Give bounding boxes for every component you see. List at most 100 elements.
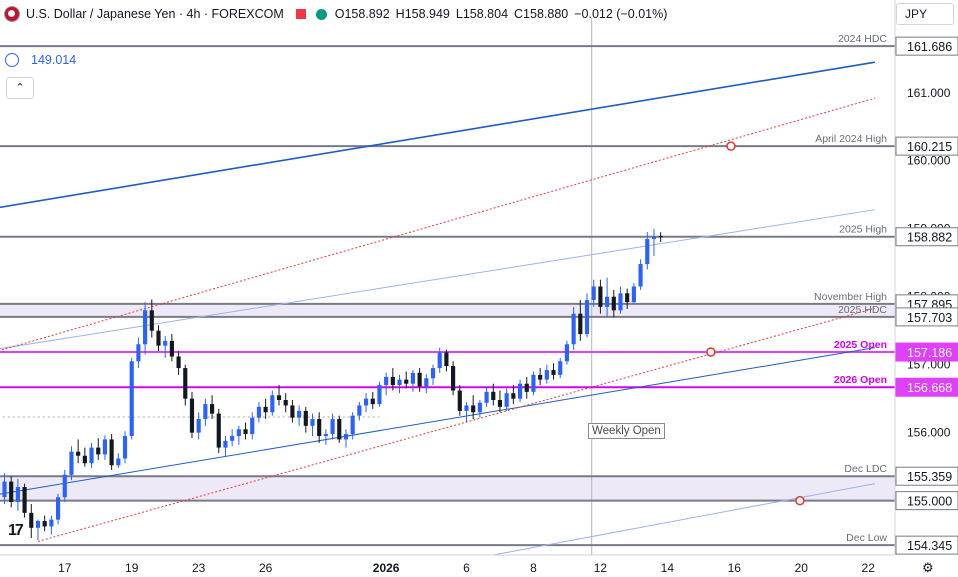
candle-body	[276, 395, 282, 401]
symbol-title[interactable]: U.S. Dollar / Japanese Yen · 4h · FOREXC…	[26, 7, 284, 21]
candle-body	[69, 451, 74, 475]
price-tag-label: 154.345	[907, 539, 952, 553]
price-tag-box	[895, 535, 958, 555]
candle-body	[363, 398, 369, 406]
candle-body	[176, 356, 181, 369]
candle-body	[491, 391, 496, 401]
price-tag-label: 155.359	[907, 470, 952, 484]
trendline	[0, 61, 876, 209]
candle-body	[2, 481, 7, 498]
price-tag-label: 160.215	[907, 140, 952, 154]
candle-body	[551, 370, 556, 375]
candle-body	[55, 497, 61, 520]
candle-body	[163, 340, 168, 346]
candle-body	[437, 352, 442, 369]
market-status-icon[interactable]	[315, 8, 327, 20]
candle-body	[102, 439, 108, 455]
candle-body	[89, 447, 94, 464]
indicator-icon[interactable]	[5, 53, 19, 67]
candle-body	[584, 300, 590, 335]
candle-body	[76, 451, 81, 456]
y-tick-label: 156.000	[907, 426, 951, 440]
price-tag-box	[895, 466, 958, 486]
plot-area: 2024 HDC April 2024 High 2025 High November…	[0, 18, 895, 555]
level-name-label: Dec Low	[846, 532, 887, 544]
candle-body	[35, 521, 41, 528]
indicator-value: 149.014	[31, 53, 77, 67]
candle-body	[504, 393, 509, 407]
candle-body	[638, 264, 643, 287]
collapse-legend-button[interactable]: ⌃	[6, 77, 34, 99]
x-tick-label: 16	[728, 561, 742, 575]
candle-body	[116, 458, 121, 466]
candle-body	[216, 413, 221, 448]
candle-body	[270, 395, 275, 413]
indicator-legend[interactable]: 149.014	[5, 53, 76, 67]
candle-body	[62, 474, 67, 498]
currency-flag-icon	[4, 6, 20, 22]
price-tag-label: 156.668	[907, 381, 952, 395]
candle-body	[511, 393, 516, 399]
currency-select[interactable]: JPY	[896, 3, 954, 25]
alert-icon[interactable]	[295, 9, 306, 19]
candle-body	[397, 379, 402, 386]
candle-body	[236, 429, 241, 437]
candle-body	[350, 415, 355, 435]
candle-body	[203, 404, 208, 420]
x-tick-label: 2026	[373, 561, 400, 575]
candle-body	[531, 374, 536, 392]
level-name-label: 2026 Open	[834, 374, 887, 386]
candle-body	[564, 344, 569, 362]
candle-body	[390, 376, 395, 386]
candle-body	[464, 405, 469, 411]
price-tag-box	[895, 377, 958, 397]
candle-body	[618, 293, 623, 311]
candle-body	[303, 410, 308, 426]
price-tag-box	[895, 307, 958, 327]
level-marker	[706, 347, 716, 357]
candle-body	[96, 447, 101, 455]
candle-body	[357, 405, 362, 416]
price-tag-label: 155.000	[907, 495, 952, 509]
candle-body	[343, 434, 349, 440]
candle-body	[571, 313, 576, 345]
candle-body	[631, 286, 636, 303]
candle-body	[444, 352, 449, 367]
level-name-label: November High	[814, 291, 887, 303]
candle-body	[49, 519, 54, 527]
candle-body	[122, 436, 128, 459]
candle-body	[558, 361, 563, 375]
candle-body	[143, 310, 148, 345]
ohlc-low: L158.804	[455, 7, 509, 21]
candle-body	[209, 404, 215, 414]
candle-body	[250, 417, 255, 435]
ohlc-close: C158.880	[514, 7, 569, 21]
candle-body	[189, 398, 195, 433]
candle-body	[109, 439, 114, 466]
trendline	[0, 209, 875, 350]
candle-body	[538, 374, 543, 380]
level-marker	[795, 495, 805, 506]
candle-body	[384, 376, 389, 386]
tradingview-logo-icon[interactable]: 17	[8, 522, 24, 539]
candle-body	[243, 429, 248, 435]
x-tick-label: 8	[530, 561, 537, 575]
chart-header: U.S. Dollar / Japanese Yen · 4h · FOREXC…	[4, 6, 673, 22]
candle-body	[370, 398, 375, 405]
trendline	[0, 347, 875, 495]
candle-body	[457, 390, 462, 411]
candle-body	[337, 419, 342, 440]
price-tag-label: 158.882	[907, 231, 952, 245]
level-name-label: 2025 High	[839, 224, 887, 236]
settings-gear-icon[interactable]: ⚙	[922, 560, 934, 575]
x-tick-label: 14	[661, 561, 675, 575]
candle-body	[611, 296, 616, 311]
candle-body	[169, 340, 174, 357]
candle-body	[129, 361, 134, 437]
candle-body	[578, 313, 583, 335]
candle-body	[283, 400, 288, 406]
candle-body	[317, 419, 322, 437]
candle-body	[263, 406, 268, 413]
ohlc-change: −0.012 (−0.01%)	[574, 7, 668, 21]
